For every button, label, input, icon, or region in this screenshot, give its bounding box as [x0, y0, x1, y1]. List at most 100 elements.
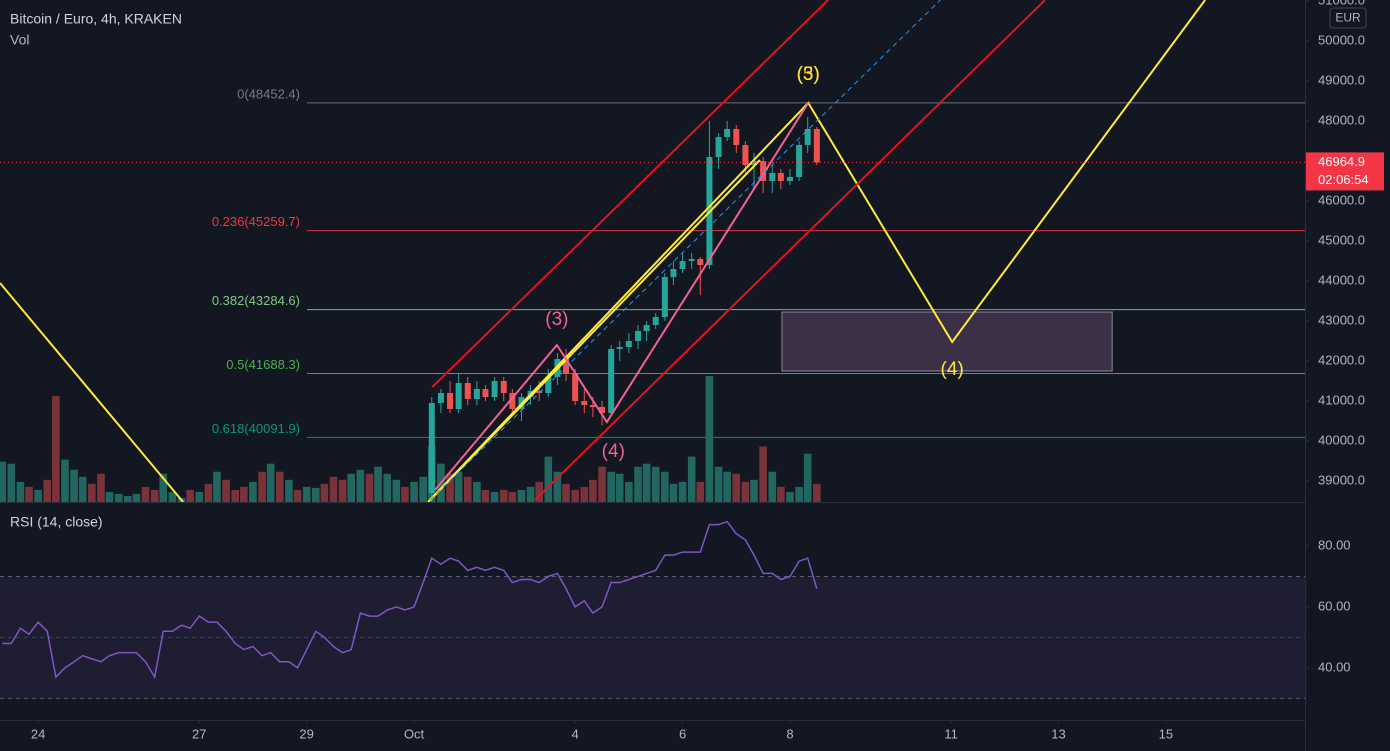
y-tick-label: 43000.0	[1318, 312, 1365, 327]
candle-body	[635, 331, 641, 341]
trend-drawing	[429, 159, 761, 501]
volume-bar	[598, 466, 606, 502]
volume-bar	[723, 471, 731, 502]
y-tick-label: 50000.0	[1318, 32, 1365, 47]
volume-bar	[356, 469, 365, 502]
y-tick-label: 51000.0	[1318, 0, 1365, 7]
candle-body	[455, 383, 462, 409]
volume-bar	[607, 471, 615, 502]
volume-bar	[150, 489, 159, 502]
volume-bar	[383, 473, 392, 502]
candle-body	[608, 349, 615, 413]
fib-label: 0.382(43284.6)	[212, 293, 300, 308]
y-tick-label: 41000.0	[1318, 392, 1365, 407]
volume-bar	[186, 489, 194, 502]
candle-body	[563, 359, 570, 373]
volume-bar	[43, 479, 52, 502]
volume-bar	[615, 473, 624, 502]
volume-bar	[410, 481, 418, 502]
trend-drawing	[434, 102, 810, 491]
candle-body	[509, 393, 516, 409]
volume-bar	[795, 486, 803, 502]
candle-body	[464, 383, 471, 399]
candle-body	[491, 381, 498, 397]
volume-bar	[249, 481, 257, 502]
candle-body	[545, 377, 552, 393]
candle-body	[661, 277, 668, 317]
last-price-label: 46964.9	[1318, 154, 1365, 169]
trend-drawing	[534, 0, 1046, 501]
volume-label: Vol	[10, 32, 29, 48]
volume-bar	[213, 471, 221, 502]
x-tick-label: 27	[192, 726, 206, 741]
candle-body	[715, 137, 722, 157]
volume-bar	[114, 493, 123, 502]
x-tick-label: 24	[31, 726, 45, 741]
volume-bar	[499, 489, 508, 502]
candle-body	[751, 161, 757, 165]
y-tick-label: 49000.0	[1318, 72, 1365, 87]
rsi-tick-label: 80.00	[1318, 537, 1351, 552]
candle-body	[796, 145, 803, 177]
volume-bar	[231, 489, 240, 502]
y-tick-label: 45000.0	[1318, 232, 1365, 247]
trend-drawing	[427, 0, 1206, 502]
volume-bar	[88, 483, 96, 502]
countdown-label: 02:06:54	[1318, 172, 1369, 187]
volume-bar	[580, 486, 589, 502]
candle-body	[437, 393, 444, 403]
candle-body	[482, 389, 489, 397]
rsi-band	[0, 576, 1305, 699]
fib-label: 0(48452.4)	[237, 86, 300, 101]
volume-bar	[535, 481, 543, 502]
candle-body	[447, 393, 454, 409]
volume-bar	[159, 473, 168, 502]
volume-bar	[52, 396, 60, 502]
volume-bar	[141, 486, 150, 502]
volume-bar	[338, 479, 347, 502]
volume-bar	[696, 481, 705, 502]
volume-bar	[463, 476, 472, 502]
candle-body	[625, 341, 632, 347]
volume-bar	[446, 473, 454, 502]
volume-bar	[347, 473, 356, 502]
volume-bar	[786, 491, 794, 502]
candle-body	[428, 403, 435, 493]
volume-bar	[625, 481, 633, 502]
volume-bar	[285, 479, 293, 502]
candle-body	[581, 401, 588, 405]
candle-body	[769, 173, 776, 181]
volume-bar	[553, 471, 562, 502]
volume-bar	[490, 491, 499, 502]
candle-body	[733, 129, 740, 145]
wave-label: (3)	[797, 64, 820, 85]
volume-bar	[634, 466, 642, 502]
fib-label: 0.236(45259.7)	[212, 214, 300, 229]
volume-bar	[642, 463, 651, 502]
volume-bar	[777, 486, 785, 502]
candle-body	[724, 129, 731, 137]
volume-bar	[419, 476, 427, 502]
volume-bar	[78, 476, 87, 502]
volume-bar	[266, 463, 275, 502]
last-price-box	[1306, 152, 1384, 191]
y-tick-label: 46000.0	[1318, 192, 1365, 207]
x-tick-label: 4	[572, 726, 579, 741]
rsi-tick-label: 60.00	[1318, 598, 1351, 613]
candle-body	[760, 161, 767, 181]
volume-bar	[759, 446, 767, 502]
candle-body	[804, 129, 811, 145]
volume-bar	[16, 481, 25, 502]
wave-label: (4)	[941, 359, 964, 380]
x-tick-label: 29	[299, 726, 313, 741]
volume-bar	[132, 493, 141, 502]
volume-bar	[275, 471, 284, 502]
currency-box	[1329, 7, 1367, 29]
volume-bar	[7, 463, 16, 502]
volume-bar	[392, 479, 401, 502]
volume-bar	[562, 483, 570, 502]
trend-drawing	[431, 0, 829, 388]
